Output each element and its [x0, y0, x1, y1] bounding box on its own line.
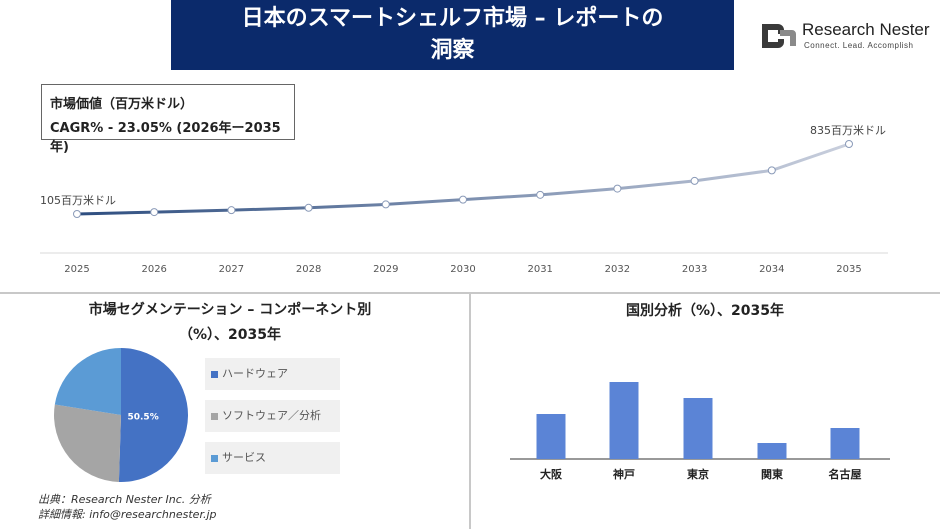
source-line: 出典：Research Nester Inc. 分析 [38, 493, 211, 506]
logo-name: Research Nester [802, 20, 930, 39]
line-point-2031 [536, 190, 545, 199]
country-analysis-title: 国別分析（%）、2035年 [626, 303, 784, 319]
legend-item-services: サービス [205, 442, 340, 474]
market-value-label: 市場価値（百万米ドル） [50, 97, 194, 112]
logo-mark-icon [762, 24, 796, 48]
bar-4 [757, 443, 787, 459]
bar-category-label: 神戸 [613, 467, 635, 481]
pie-slice-1 [118, 348, 189, 482]
legend-label: ソフトウェア／分析 [222, 409, 321, 422]
segmentation-pie-chart: 50.5% [54, 348, 189, 482]
x-tick-2032: 2032 [605, 264, 630, 275]
x-tick-2035: 2035 [836, 264, 861, 275]
legend-label: ハードウェア [222, 367, 288, 380]
legend-item-software: ソフトウェア／分析 [205, 400, 340, 432]
logo-tagline: Connect. Lead. Accomplish [804, 41, 914, 50]
line-point-2029 [381, 200, 390, 209]
research-nester-logo: Research Nester Connect. Lead. Accomplis… [758, 18, 933, 52]
bar-3 [683, 398, 713, 459]
bar-category-label: 東京 [687, 467, 709, 481]
bar-category-label: 名古屋 [829, 467, 862, 481]
line-point-2026 [150, 208, 159, 217]
x-tick-2029: 2029 [373, 264, 398, 275]
line-point-2025 [73, 210, 81, 218]
x-tick-2028: 2028 [296, 264, 321, 275]
contact-line: 詳細情報: info@researchnester.jp [38, 508, 217, 521]
line-point-2030 [459, 195, 467, 204]
segmentation-title: 市場セグメンテーション – コンポーネント別 （%）、2035年 [40, 298, 420, 348]
market-line-chart: 2025 2026 2027 2028 2029 2030 2031 2032 2033 2034… [40, 124, 888, 275]
line-point-2034 [767, 166, 776, 175]
start-value-label: 105百万米ドル [40, 194, 116, 207]
line-point-2028 [304, 203, 313, 212]
report-title-banner: 日本のスマートシェルフ市場 – レポートの 洞察 [171, 0, 734, 70]
legend-swatch [211, 412, 218, 420]
legend-swatch [211, 454, 218, 462]
bar-category-label: 大阪 [540, 467, 563, 481]
bar-1 [536, 414, 566, 459]
x-tick-2034: 2034 [759, 264, 784, 275]
legend-item-hardware: ハードウェア [205, 358, 340, 390]
segmentation-title-line1: 市場セグメンテーション – コンポーネント別 [88, 302, 372, 318]
line-point-2027 [227, 206, 236, 215]
x-tick-2025: 2025 [64, 264, 89, 275]
x-tick-2030: 2030 [450, 264, 475, 275]
x-tick-2033: 2033 [682, 264, 707, 275]
line-point-2035 [845, 140, 853, 148]
bar-category-label: 関東 [761, 467, 784, 481]
section-divider-vertical [469, 292, 471, 529]
line-point-2033 [690, 176, 699, 185]
source-note: 出典：Research Nester Inc. 分析 詳細情報: info@re… [38, 492, 217, 522]
segmentation-title-line2: （%）、2035年 [179, 327, 281, 343]
report-title-line1: 日本のスマートシェルフ市場 – レポートの [241, 6, 664, 31]
x-tick-2031: 2031 [527, 264, 552, 275]
bar-5 [830, 428, 860, 459]
report-title-line2: 洞察 [430, 38, 475, 63]
x-tick-2027: 2027 [219, 264, 244, 275]
x-tick-2026: 2026 [141, 264, 166, 275]
bar-2 [609, 382, 639, 459]
pie-data-label: 50.5% [127, 412, 158, 422]
pie-slice-2 [54, 404, 121, 482]
end-value-label: 835百万米ドル [810, 124, 886, 137]
line-point-2032 [613, 184, 622, 193]
market-value-box: 市場価値（百万米ドル） CAGR% - 23.05% (2026年ー2035年) [41, 84, 295, 155]
pie-slice-3 [54, 348, 121, 415]
pie-legend: ハードウェア ソフトウェア／分析 サービス [205, 358, 340, 484]
country-bar-chart: 大阪 神戸 東京 関東 名古屋 [510, 382, 890, 481]
cagr-label: CAGR% - 23.05% (2026年ー2035年) [50, 121, 281, 155]
legend-swatch [211, 370, 218, 378]
legend-label: サービス [222, 451, 266, 464]
